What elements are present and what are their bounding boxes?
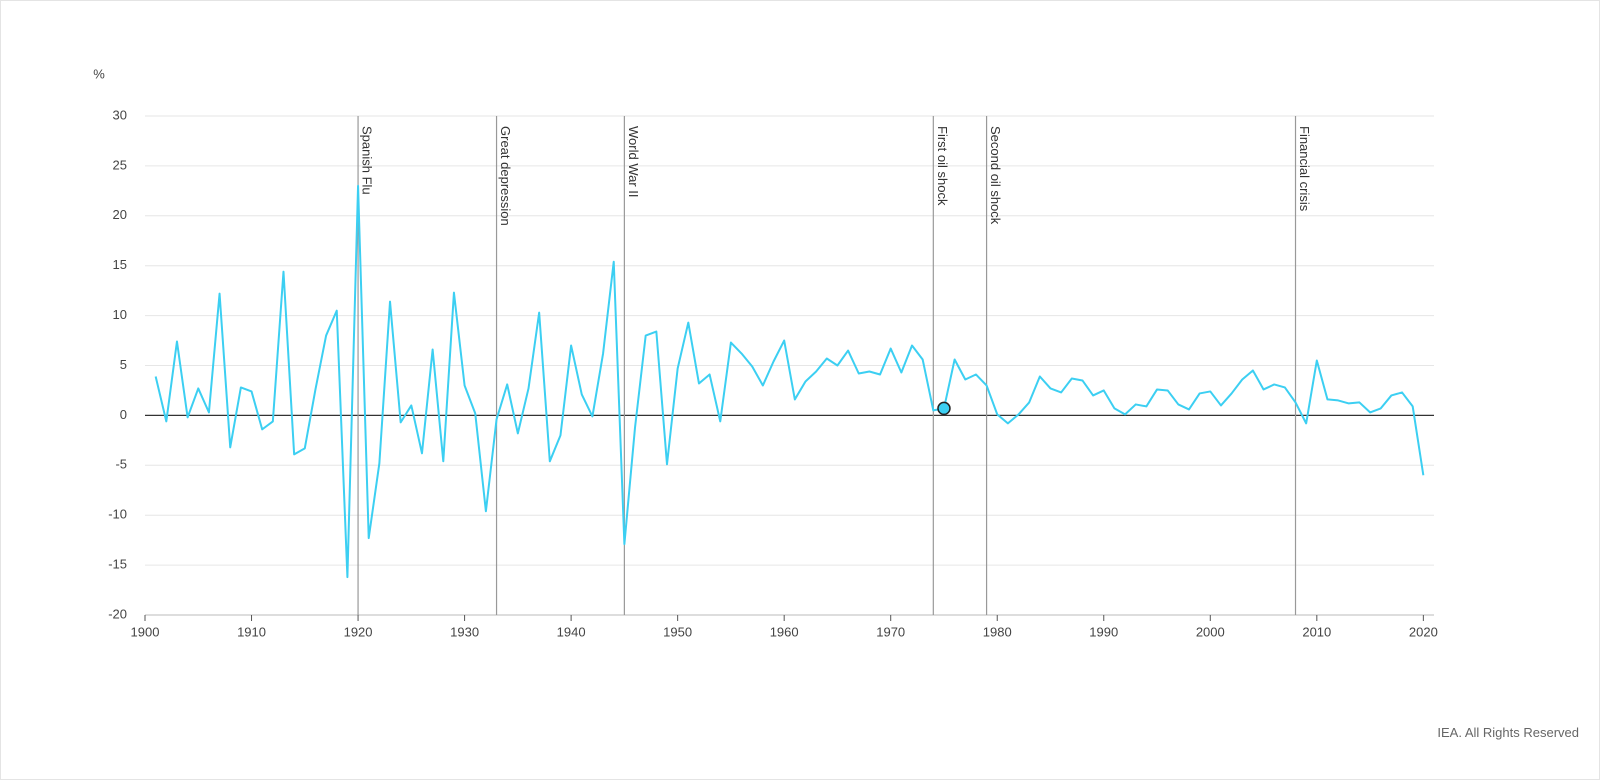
y-tick-label: 15	[113, 257, 127, 272]
y-tick-label: 25	[113, 157, 127, 172]
x-tick-label: 1920	[344, 624, 373, 639]
series-line	[154, 184, 1425, 579]
event-label: Great depression	[498, 126, 513, 226]
event-label: Second oil shock	[988, 126, 1003, 225]
x-tick-label: 1970	[876, 624, 905, 639]
x-tick-label: 1930	[450, 624, 479, 639]
x-tick-label: 1900	[131, 624, 160, 639]
x-tick-label: 2000	[1196, 624, 1225, 639]
y-tick-label: 0	[120, 407, 127, 422]
event-label: Spanish Flu	[360, 126, 375, 195]
y-tick-label: 10	[113, 307, 127, 322]
y-axis-label: %	[93, 66, 105, 81]
event-label: Financial crisis	[1297, 126, 1312, 212]
y-tick-label: 20	[113, 207, 127, 222]
x-tick-label: 2010	[1302, 624, 1331, 639]
x-tick-label: 1950	[663, 624, 692, 639]
x-tick-label: 1990	[1089, 624, 1118, 639]
x-tick-label: 1960	[770, 624, 799, 639]
x-tick-label: 1980	[983, 624, 1012, 639]
x-tick-label: 1910	[237, 624, 266, 639]
highlight-point	[937, 401, 951, 416]
credit: IEA. All Rights Reserved	[1437, 725, 1579, 740]
event-label: World War II	[626, 126, 641, 198]
x-tick-label: 2020	[1409, 624, 1438, 639]
x-tick-label: 1940	[557, 624, 586, 639]
y-tick-label: 30	[113, 107, 127, 122]
y-tick-label: -15	[108, 557, 127, 572]
y-tick-label: -20	[108, 606, 127, 621]
y-tick-label: -5	[115, 457, 127, 472]
event-label: First oil shock	[935, 126, 950, 206]
y-tick-label: -10	[108, 507, 127, 522]
y-tick-label: 5	[120, 357, 127, 372]
